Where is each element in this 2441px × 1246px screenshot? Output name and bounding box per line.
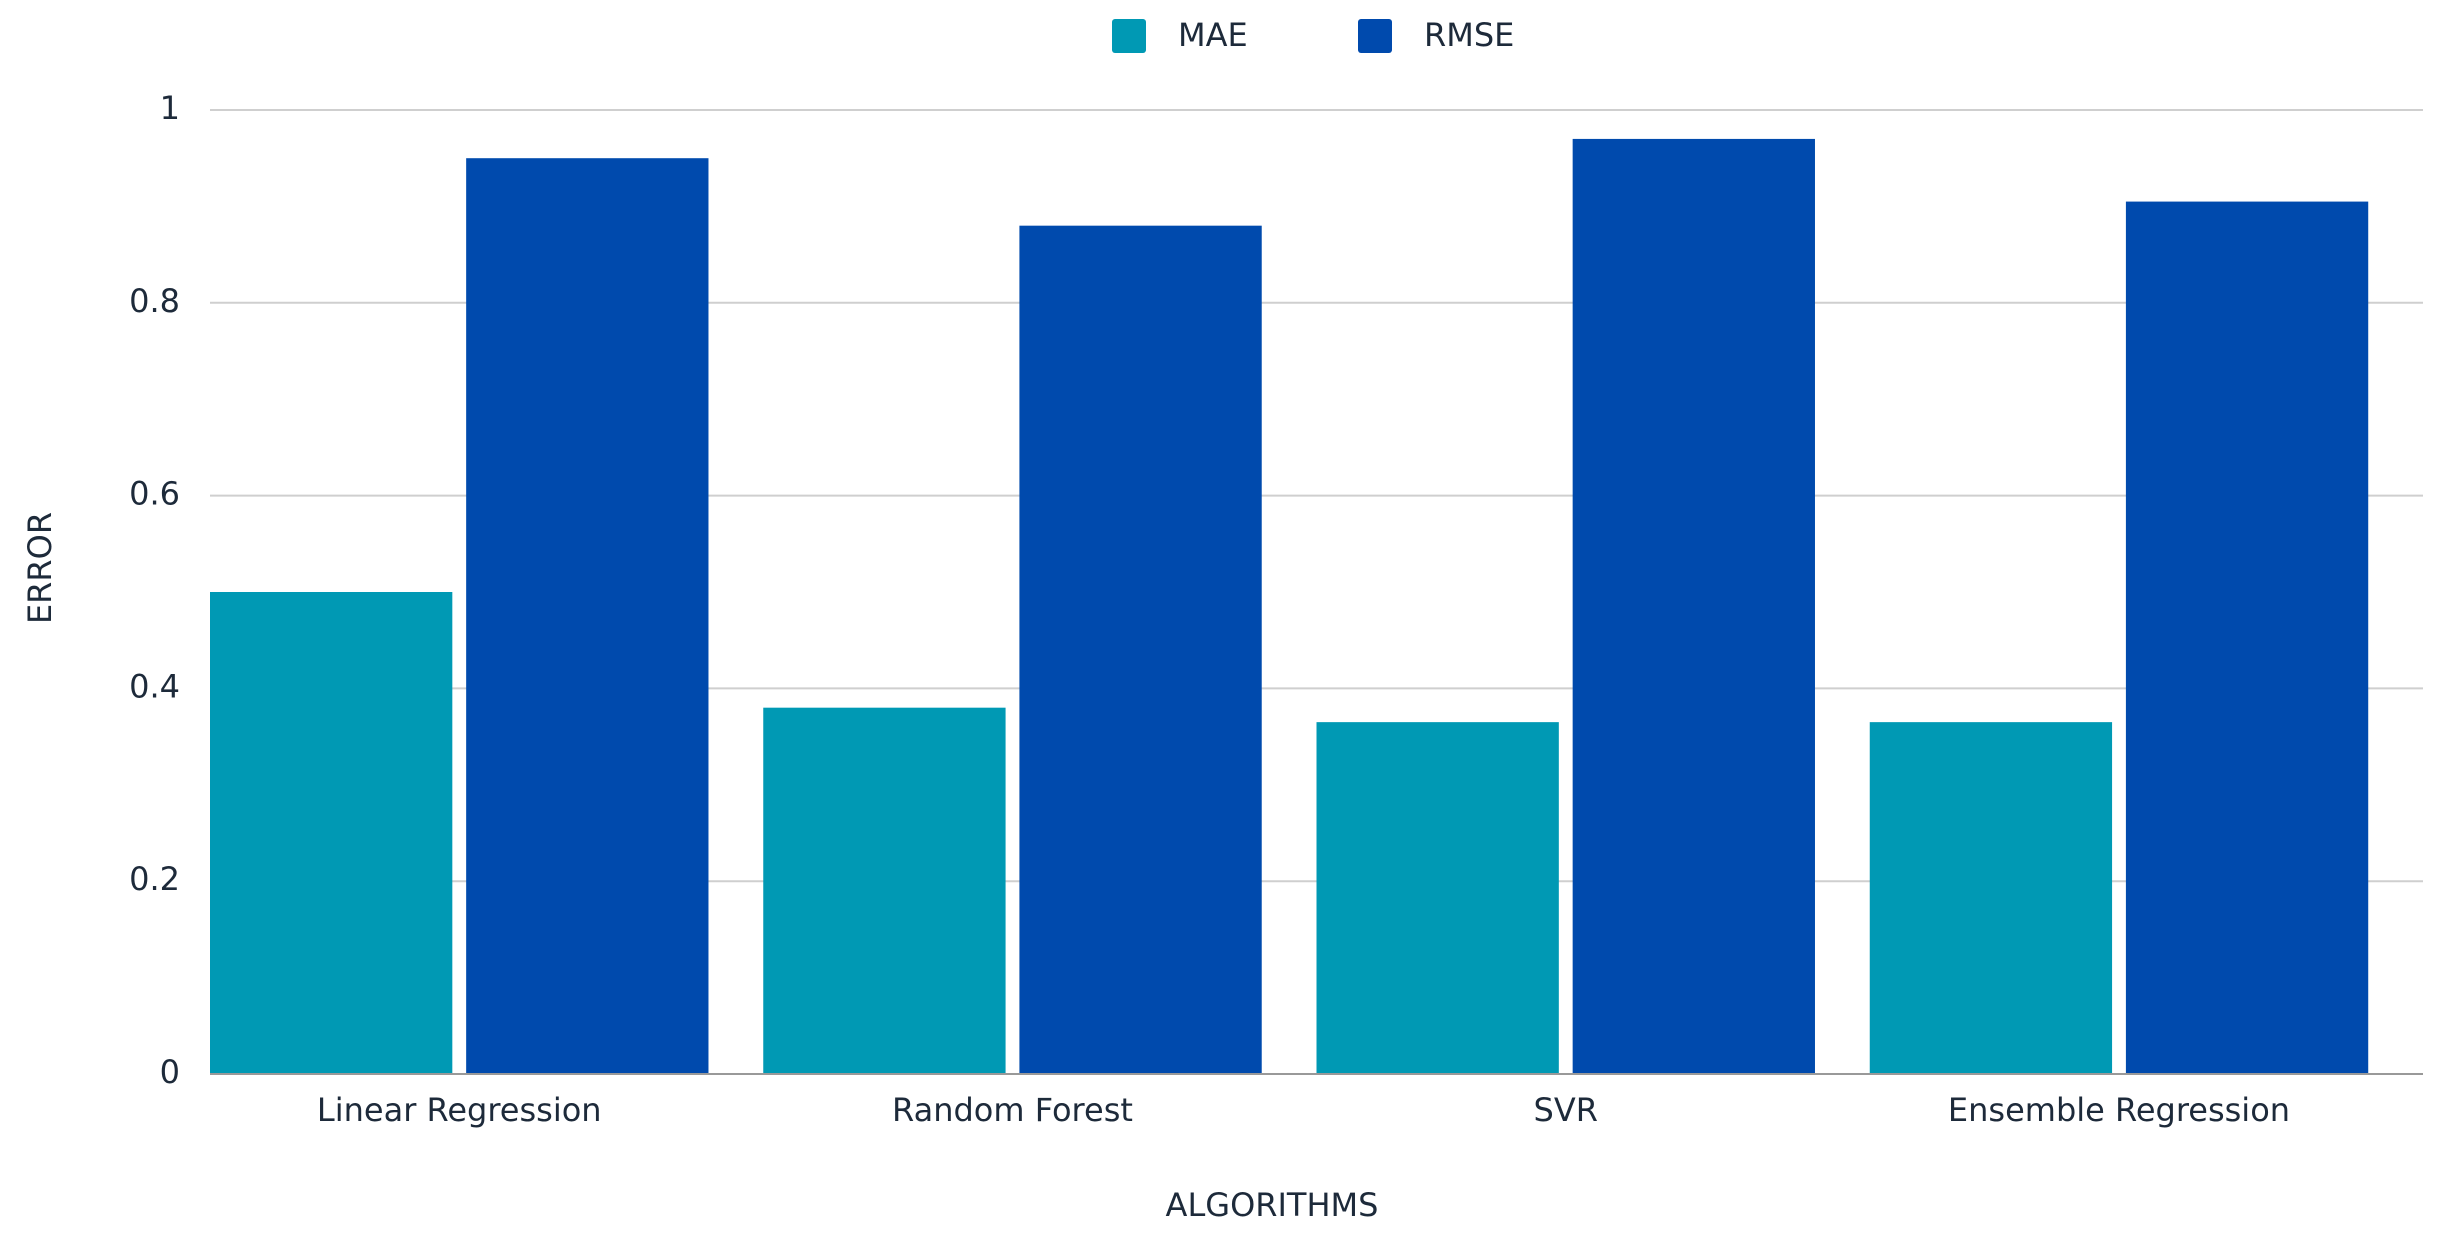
x-axis-title: ALGORITHMS [1166,1186,1379,1224]
x-tick-label: Ensemble Regression [1948,1091,2290,1129]
x-tick-label: Linear Regression [317,1091,602,1129]
y-tick-label: 1 [160,89,180,127]
bar [763,707,1006,1074]
bar [2125,201,2369,1074]
bar [466,158,709,1074]
bar [1572,138,1815,1075]
x-tick-label: SVR [1534,1091,1598,1129]
legend-label: MAE [1178,16,1248,54]
y-tick-label: 0.8 [129,282,180,320]
x-tick-label: Random Forest [892,1091,1133,1129]
bar [1019,225,1262,1074]
legend-swatch [1358,19,1392,53]
y-tick-label: 0.6 [129,475,180,513]
bar [1316,722,1559,1074]
y-tick-label: 0.2 [129,860,180,898]
bar [1869,722,2113,1074]
legend-swatch [1112,19,1146,53]
y-tick-label: 0.4 [129,667,180,705]
bar [210,592,453,1074]
y-tick-label: 0 [160,1053,180,1091]
legend-label: RMSE [1424,16,1514,54]
y-axis-title: ERROR [21,512,59,624]
